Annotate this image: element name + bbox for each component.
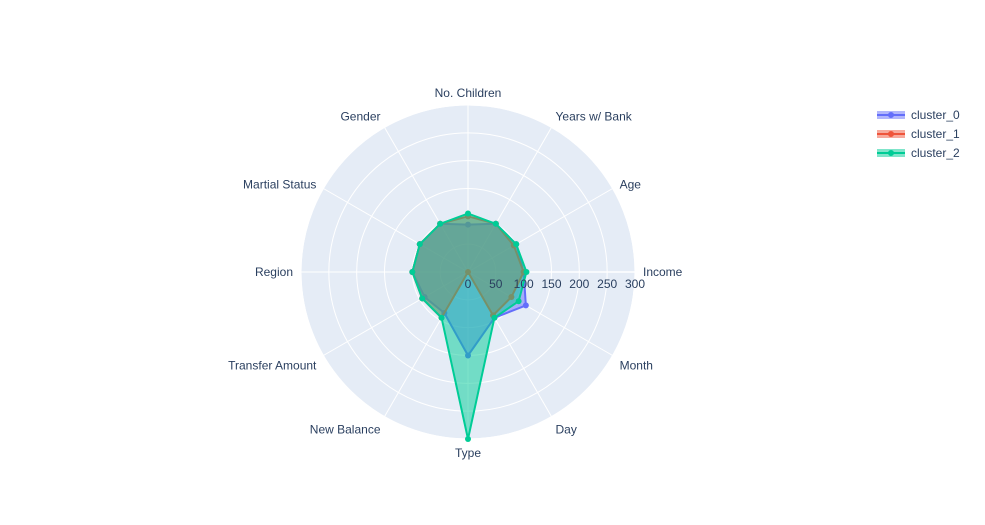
radial-tick-label: 300 (625, 277, 645, 291)
legend[interactable]: cluster_0 cluster_1 cluster_2 (877, 108, 960, 160)
legend-label: cluster_0 (911, 108, 960, 122)
angular-label-transfer-amount: Transfer Amount (228, 359, 317, 373)
data-point-cluster_2-region[interactable] (409, 269, 416, 275)
angular-label-day: Day (556, 423, 577, 437)
angular-label-gender: Gender (340, 109, 380, 123)
data-point-cluster_2-no-children[interactable] (465, 210, 471, 217)
data-point-cluster_2-day[interactable] (491, 314, 498, 321)
legend-item-cluster_1[interactable]: cluster_1 (877, 127, 960, 141)
angular-label-new-balance: New Balance (310, 423, 381, 437)
angular-label-type: Type (455, 446, 481, 460)
angular-label-years-w-bank: Years w/ Bank (556, 109, 633, 123)
angular-label-income: Income (643, 265, 683, 279)
legend-marker (888, 150, 894, 156)
data-point-cluster_2-years-w-bank[interactable] (492, 220, 499, 227)
radial-tick-label: 50 (489, 277, 503, 291)
radial-tick-label: 250 (597, 277, 617, 291)
legend-marker (888, 112, 894, 118)
data-point-cluster_2-month[interactable] (515, 298, 522, 305)
legend-item-cluster_2[interactable]: cluster_2 (877, 146, 960, 160)
angular-label-no-children: No. Children (435, 86, 502, 100)
radial-tick-label: 150 (541, 277, 561, 291)
data-point-cluster_2-gender[interactable] (437, 220, 444, 227)
data-point-cluster_2-income[interactable] (523, 269, 530, 275)
legend-label: cluster_1 (911, 127, 960, 141)
legend-item-cluster_0[interactable]: cluster_0 (877, 108, 960, 122)
angular-label-month: Month (620, 359, 653, 373)
angular-label-martial-status: Martial Status (243, 178, 316, 192)
radial-tick-label: 100 (514, 277, 534, 291)
data-point-cluster_2-transfer-amount[interactable] (419, 295, 426, 302)
series-layer (409, 210, 530, 442)
radial-tick-label: 0 (465, 277, 472, 291)
data-point-cluster_2-martial-status[interactable] (416, 241, 423, 248)
angular-label-age: Age (620, 178, 642, 192)
data-point-cluster_0-month[interactable] (522, 302, 529, 309)
radial-tick-labels: 0 50 100 150 200 250 300 (465, 277, 646, 291)
data-point-cluster_2-type[interactable] (465, 436, 471, 442)
legend-marker (888, 131, 894, 137)
angular-axis-labels: Income Age Years w/ Bank No. Children Gender… (228, 86, 683, 460)
series-cluster_2[interactable] (409, 210, 530, 442)
angular-label-region: Region (255, 265, 293, 279)
data-point-cluster_2-age[interactable] (513, 241, 520, 248)
legend-label: cluster_2 (911, 146, 960, 160)
radial-tick-label: 200 (569, 277, 589, 291)
data-point-cluster_2-new-balance[interactable] (438, 314, 445, 321)
